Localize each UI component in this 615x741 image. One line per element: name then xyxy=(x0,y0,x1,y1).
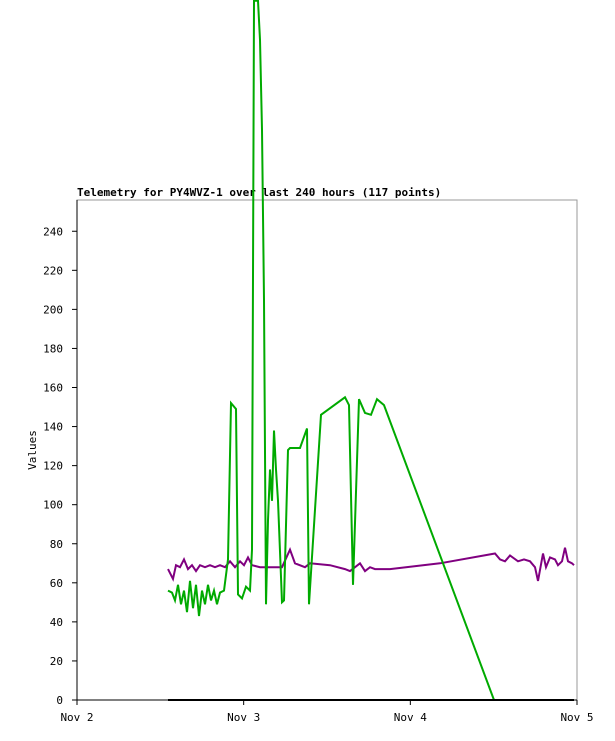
y-tick-label: 220 xyxy=(43,264,63,277)
x-tick-label: Nov 4 xyxy=(394,711,427,724)
y-tick-label: 140 xyxy=(43,421,63,434)
x-tick-label: Nov 5 xyxy=(560,711,593,724)
y-tick-label: 80 xyxy=(50,538,63,551)
y-tick-label: 200 xyxy=(43,303,63,316)
y-tick-label: 40 xyxy=(50,616,63,629)
y-tick-label: 60 xyxy=(50,577,63,590)
y-tick-label: 240 xyxy=(43,225,63,238)
x-tick-label: Nov 2 xyxy=(60,711,93,724)
chart-title: Telemetry for PY4WVZ-1 over last 240 hou… xyxy=(77,186,441,199)
y-axis-label: Values xyxy=(26,430,39,470)
y-tick-label: 20 xyxy=(50,655,63,668)
y-tick-label: 0 xyxy=(56,694,63,707)
x-tick-label: Nov 3 xyxy=(227,711,260,724)
y-tick-label: 120 xyxy=(43,460,63,473)
plot-frame xyxy=(76,199,578,701)
y-tick-label: 180 xyxy=(43,342,63,355)
y-tick-label: 100 xyxy=(43,499,63,512)
series-line xyxy=(167,546,575,582)
series-line xyxy=(167,0,495,701)
y-tick-label: 160 xyxy=(43,382,63,395)
